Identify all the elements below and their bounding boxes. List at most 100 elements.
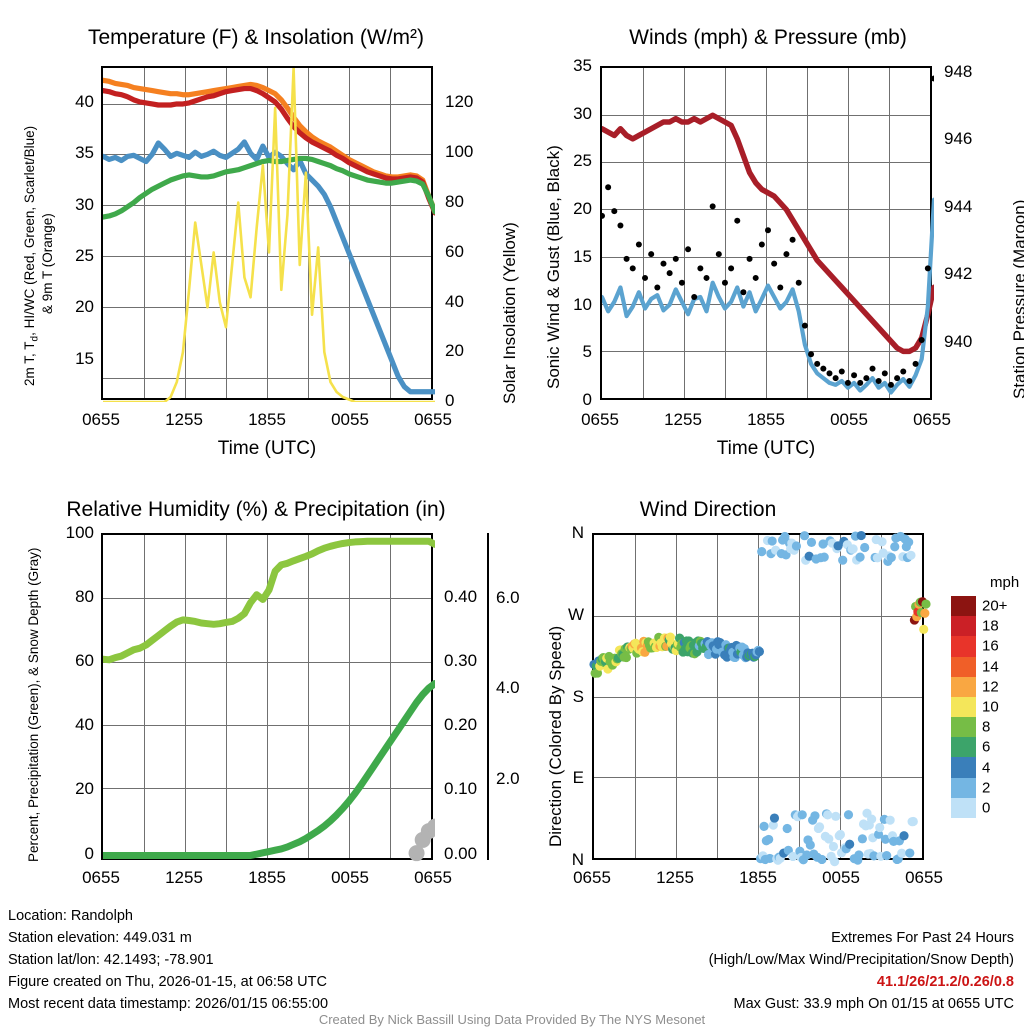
xtick-humidity: 0055 <box>331 868 369 887</box>
ytick-humidity: 20 <box>75 779 94 799</box>
plot-area-wind-direction <box>589 530 931 867</box>
ytick-insolation: 20 <box>445 341 464 361</box>
panel-humidity: Relative Humidity (%) & Precipitation (i… <box>0 492 520 912</box>
gridline <box>635 535 636 858</box>
colorbar-band <box>951 636 976 657</box>
ytick-temperature: 15 <box>75 348 94 368</box>
gridline <box>840 535 841 858</box>
xtick-winds: 1855 <box>747 410 785 429</box>
yaxis-label-wind-direction: Direction (Colored By Speed) <box>546 625 565 847</box>
colorbar-band <box>951 737 976 758</box>
ytick-winds: 0 <box>582 390 592 409</box>
xtick-humidity: 0655 <box>82 868 120 887</box>
ytick-wind-direction: E <box>572 768 584 788</box>
xtick-humidity: 0655 <box>414 868 452 887</box>
colorbar-title: mph <box>990 574 1020 591</box>
ytick-humidity: 60 <box>75 651 94 671</box>
xtick-wind-direction: 1255 <box>656 868 694 887</box>
colorbar-band <box>951 757 976 778</box>
ytick-winds: 15 <box>573 246 592 266</box>
colorbar-label: 2 <box>982 779 991 797</box>
gridline <box>676 535 677 858</box>
xtick-wind-direction: 0655 <box>573 868 611 887</box>
xtick-wind-direction: 0055 <box>822 868 860 887</box>
gridline <box>349 535 350 858</box>
colorbar-label: 8 <box>982 718 991 736</box>
colorbar-wind-speed <box>951 596 976 818</box>
yaxis-label-winds-right: Station Pressure (Maroon) <box>1010 199 1024 399</box>
colorbar-label: 20+ <box>982 597 1008 615</box>
ytick-temperature: 20 <box>75 297 94 317</box>
ytick-winds: 35 <box>573 56 592 75</box>
ytick-insolation: 0 <box>445 391 455 411</box>
xtick-humidity: 1255 <box>165 868 203 887</box>
gridline <box>881 535 882 858</box>
yaxis-label-temperature-left: 2m T, Td, HI/WC (Red, Green, Scarlet/Blu… <box>22 125 41 386</box>
gridline <box>185 535 186 858</box>
ytick-insolation: 60 <box>445 241 464 261</box>
xaxis-label-winds: Time (UTC) <box>716 438 816 459</box>
gridline <box>643 68 644 398</box>
colorbar-label: 12 <box>982 678 999 696</box>
yaxis-label-temperature-left-line2: & 9m T (Orange) <box>40 213 55 314</box>
gridline <box>390 535 391 858</box>
ytick-pressure: 940 <box>944 331 973 351</box>
yaxis-label-humidity-left: Percent, Precipitation (Green), & Snow D… <box>26 547 41 862</box>
gridline <box>144 535 145 858</box>
figure-credit: Created By Nick Bassill Using Data Provi… <box>318 1012 706 1027</box>
ytick-wind-direction: S <box>572 686 584 706</box>
gridline <box>758 535 759 858</box>
ytick-precipitation: 0.30 <box>444 651 478 671</box>
xtick-wind-direction: 0655 <box>905 868 943 887</box>
gridline <box>725 68 726 398</box>
ytick-winds: 10 <box>573 294 592 314</box>
plot-area-winds <box>600 66 934 400</box>
footer-line: Station lat/lon: 42.1493; -78.901 <box>8 952 214 968</box>
colorbar-label: 6 <box>982 738 991 756</box>
xaxis-label-temperature: Time (UTC) <box>217 438 317 459</box>
gridline <box>799 535 800 858</box>
ytick-temperature: 25 <box>75 246 94 266</box>
xtick-winds: 1255 <box>664 410 702 429</box>
ytick-wind-direction: N <box>571 523 584 542</box>
ytick-precipitation: 0.00 <box>444 843 478 863</box>
panel-temperature: Temperature (F) & Insolation (W/m²) 2m T… <box>0 14 519 474</box>
ytick-pressure: 944 <box>944 196 973 216</box>
ytick-snowdepth: 6.0 <box>496 588 520 607</box>
xtick-temperature: 0055 <box>331 410 369 429</box>
max-gust-text: Max Gust: 33.9 mph On 01/15 at 0655 UTC <box>733 996 1014 1012</box>
colorbar-label: 16 <box>982 637 999 655</box>
extremes-subheading: (High/Low/Max Wind/Precipitation/Snow De… <box>708 952 1014 968</box>
ytick-precipitation: 0.20 <box>444 715 478 735</box>
panel-wind-direction: Wind Direction Direction (Colored By Spe… <box>512 492 1024 912</box>
ytick-winds: 25 <box>573 151 592 171</box>
colorbar-band <box>951 676 976 697</box>
ytick-insolation: 80 <box>445 191 464 211</box>
ytick-humidity: 80 <box>75 587 94 607</box>
gridline <box>226 68 227 398</box>
colorbar-band <box>951 696 976 718</box>
chart-title-wind-direction: Wind Direction <box>639 498 777 521</box>
xtick-winds: 0655 <box>913 410 951 429</box>
gridline <box>308 535 309 858</box>
colorbar-label: 18 <box>982 617 999 635</box>
footer-line: Location: Randolph <box>8 908 133 924</box>
xtick-humidity: 1855 <box>248 868 286 887</box>
ytick-wind-direction: W <box>567 604 584 624</box>
gridline <box>807 68 808 398</box>
colorbar-label: 14 <box>982 658 999 676</box>
ytick-humidity: 40 <box>75 715 94 735</box>
colorbar-band <box>951 596 976 617</box>
ytick-insolation: 100 <box>445 141 474 161</box>
ytick-snowdepth: 4.0 <box>496 678 520 698</box>
ytick-temperature: 30 <box>75 194 94 214</box>
gridline <box>144 68 145 398</box>
colorbar-band <box>951 797 976 818</box>
ytick-insolation: 40 <box>445 291 464 311</box>
extremes-heading: Extremes For Past 24 Hours <box>831 930 1014 946</box>
ytick-insolation: 120 <box>445 92 474 112</box>
ytick-humidity: 100 <box>65 523 94 542</box>
colorbar-labels: 20+ 18 16 14 12 10 8 6 4 2 0 <box>982 596 1024 818</box>
series-temperature <box>103 68 435 402</box>
snow-depth-axis-spine <box>487 533 489 860</box>
